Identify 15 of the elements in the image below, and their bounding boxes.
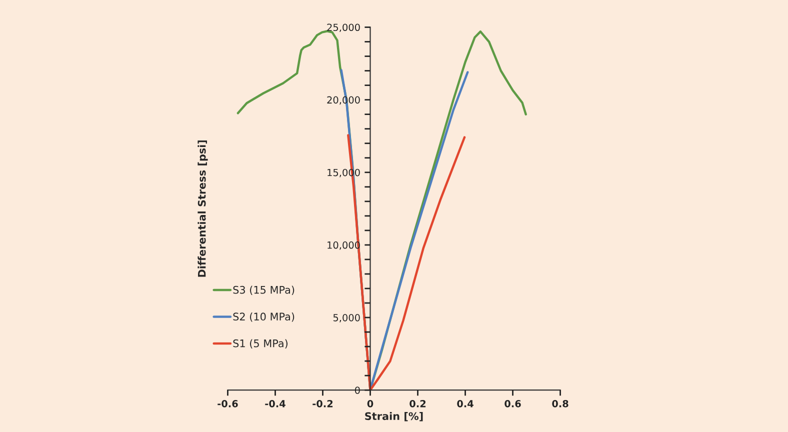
- legend-label: S1 (5 MPa): [233, 339, 288, 349]
- y-axis-title: Differential Stress [psi]: [198, 140, 208, 277]
- legend-label: S3 (15 MPa): [233, 286, 294, 296]
- x-tick-label: 0.4: [457, 400, 474, 408]
- x-axis-title: Strain [%]: [365, 412, 423, 422]
- y-tick-label: 25,000: [327, 24, 360, 32]
- y-tick-label: 5,000: [333, 314, 360, 322]
- x-tick-label: 0: [367, 400, 374, 408]
- x-tick-label: 0.6: [504, 400, 521, 408]
- x-tick-label: 0.8: [552, 400, 568, 408]
- legend-label: S2 (10 MPa): [233, 312, 294, 322]
- x-tick-label: -0.6: [218, 400, 238, 408]
- x-tick-label: -0.2: [312, 400, 333, 408]
- x-tick-label: 0.2: [410, 400, 426, 408]
- x-tick-label: -0.4: [265, 400, 286, 408]
